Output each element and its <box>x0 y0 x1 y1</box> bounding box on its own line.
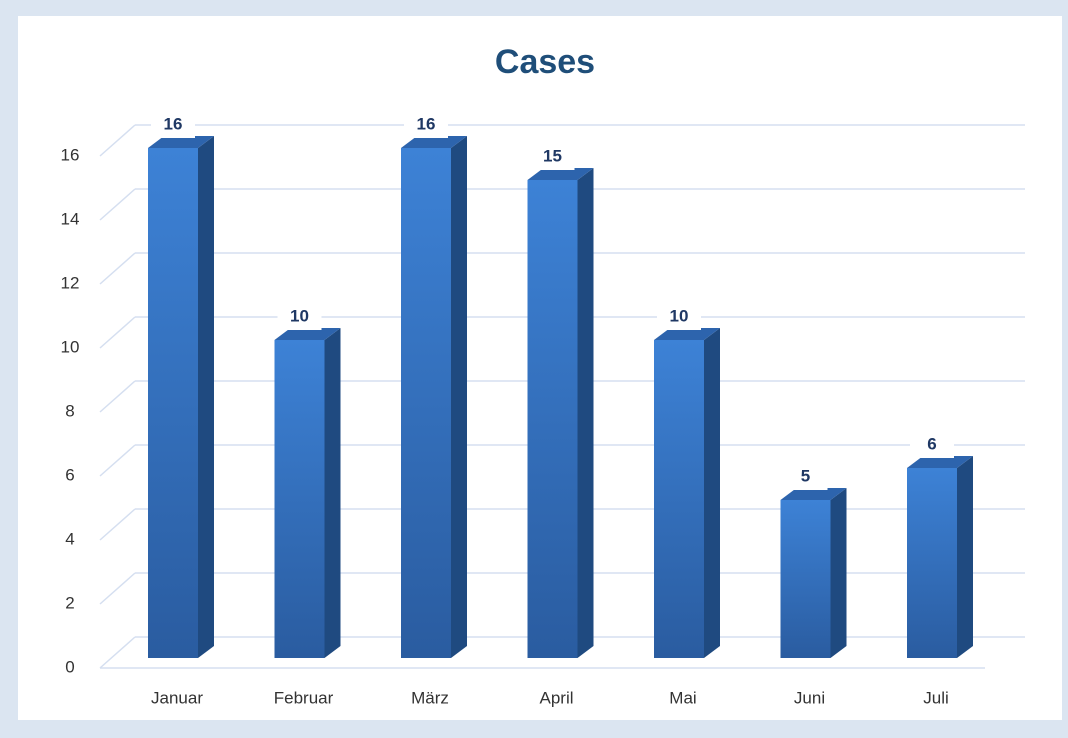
x-tick-label: Juni <box>794 688 825 707</box>
bar <box>401 148 451 658</box>
bar <box>527 180 578 658</box>
x-tick-label: Februar <box>274 688 334 707</box>
grid-line <box>99 444 136 477</box>
x-tick-label: März <box>411 688 449 707</box>
value-label-box <box>530 144 575 170</box>
x-tick-label: Januar <box>151 688 203 707</box>
value-label: 16 <box>164 114 183 133</box>
bar-side <box>198 136 214 658</box>
grid-line <box>99 188 136 221</box>
grid-line <box>99 124 136 157</box>
bar-top <box>654 328 720 340</box>
grid-line <box>99 636 136 669</box>
grid-line <box>99 572 136 605</box>
bar-side <box>704 328 720 658</box>
bar <box>654 340 704 658</box>
grid-line <box>99 316 136 349</box>
bar-top <box>274 328 341 340</box>
chart-title: Cases <box>495 43 595 81</box>
bar <box>907 468 957 658</box>
y-tick-label: 10 <box>61 337 80 356</box>
bar-side <box>577 168 594 658</box>
value-label: 15 <box>543 146 562 165</box>
value-label: 10 <box>290 306 309 325</box>
grid-line <box>99 508 136 541</box>
value-label-box <box>404 112 448 138</box>
value-label-box <box>783 464 828 490</box>
y-tick-label: 14 <box>61 209 80 228</box>
value-label-box <box>657 304 701 330</box>
y-tick-label: 12 <box>61 273 80 292</box>
y-tick-label: 6 <box>65 465 74 484</box>
value-label: 10 <box>670 306 689 325</box>
bar-top <box>780 488 847 500</box>
bar-side <box>324 328 341 658</box>
value-label: 5 <box>801 466 810 485</box>
x-tick-label: April <box>539 688 573 707</box>
y-tick-label: 0 <box>65 657 74 676</box>
bar <box>148 148 198 658</box>
x-tick-label: Juli <box>923 688 949 707</box>
x-tick-label: Mai <box>669 688 696 707</box>
y-tick-label: 16 <box>61 145 80 164</box>
value-label-box <box>277 304 322 330</box>
value-label: 16 <box>417 114 436 133</box>
bar-top <box>401 136 467 148</box>
y-tick-label: 4 <box>65 529 74 548</box>
bar <box>780 500 831 658</box>
bar-top <box>148 136 214 148</box>
grid-line <box>99 252 136 285</box>
value-label-box <box>910 432 954 458</box>
bar-top <box>907 456 973 468</box>
bar-side <box>451 136 467 658</box>
y-tick-label: 8 <box>65 401 74 420</box>
bar-top <box>527 168 594 180</box>
bar-side <box>830 488 847 658</box>
grid-line <box>99 380 136 413</box>
y-tick-label: 2 <box>65 593 74 612</box>
value-label: 6 <box>927 434 936 453</box>
bar-side <box>957 456 973 658</box>
value-label-box <box>151 112 195 138</box>
bar <box>274 340 325 658</box>
